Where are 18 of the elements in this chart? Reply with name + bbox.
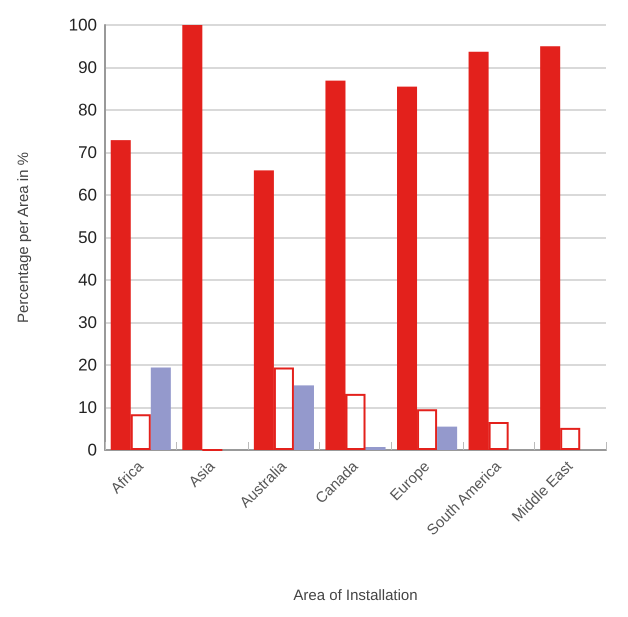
y-tick-label: 20 xyxy=(78,356,97,374)
y-tick-label: 70 xyxy=(78,143,97,162)
y-tick-label: 60 xyxy=(78,186,97,204)
bar xyxy=(294,385,314,450)
bar xyxy=(366,447,386,450)
bar xyxy=(150,368,171,450)
y-axis-title: Percentage per Area in % xyxy=(15,152,32,323)
y-tick-label: 10 xyxy=(78,398,97,417)
y-tick-label: 30 xyxy=(78,313,97,332)
y-tick-label: 80 xyxy=(78,100,97,120)
y-tick-label: 50 xyxy=(78,228,97,247)
y-tick-label: 100 xyxy=(68,16,97,34)
bar xyxy=(437,426,458,450)
y-tick-label: 90 xyxy=(78,58,97,77)
y-tick-label: 0 xyxy=(88,440,97,460)
x-tick-label: Asia xyxy=(186,458,219,491)
x-axis-title: Area of Installation xyxy=(293,587,418,604)
y-tick-label: 40 xyxy=(78,270,97,290)
